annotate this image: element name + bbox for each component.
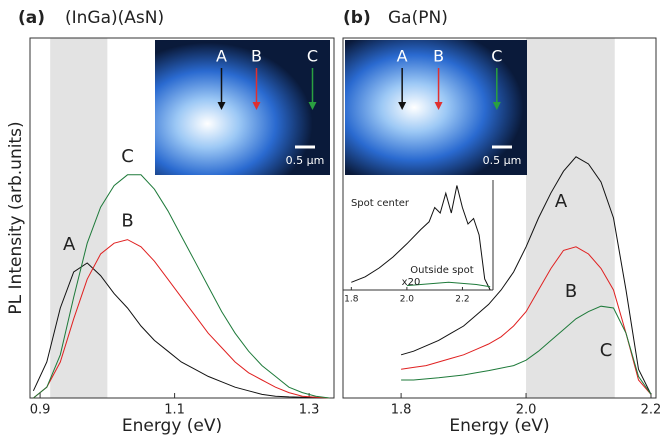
inset-arrowhead	[492, 102, 501, 110]
inset-marker-label: A	[397, 47, 408, 66]
panel-label: (b)	[343, 8, 371, 28]
x-tick-label: 1.1	[164, 403, 185, 418]
series-line	[401, 305, 652, 395]
inset-x-tick-label: 2.0	[400, 295, 415, 305]
inset-marker-label: C	[491, 47, 502, 66]
inset-series-label: Spot center	[351, 198, 410, 209]
plot-frame	[29, 37, 335, 399]
series-label: B	[565, 281, 577, 302]
series-label: A	[63, 234, 76, 255]
series-label: A	[555, 191, 568, 212]
x-axis-label: Energy (eV)	[449, 416, 549, 436]
inset-marker-label: A	[216, 47, 227, 66]
x-axis-label: Energy (eV)	[122, 416, 222, 436]
inset-arrowhead	[252, 102, 261, 110]
highlight-band	[50, 38, 108, 398]
inset-marker-label: B	[433, 47, 444, 66]
plot-frame	[342, 37, 657, 399]
panel-title: Ga(PN)	[388, 8, 448, 28]
series-line	[401, 246, 652, 395]
inset-series-label: Outside spot	[410, 265, 473, 276]
inset-series-line	[351, 185, 491, 291]
inset-note: x20	[402, 277, 421, 288]
inset-series-line	[406, 281, 491, 288]
x-tick-label: 2.0	[516, 403, 537, 418]
highlight-band	[526, 38, 615, 398]
series-label: B	[121, 211, 133, 232]
series-line	[33, 239, 330, 399]
inset-marker-label: B	[251, 47, 262, 66]
inset-arrowhead	[217, 102, 226, 110]
scale-label: 0.5 μm	[483, 154, 522, 167]
panel-title: (InGa)(AsN)	[65, 8, 164, 28]
x-tick-label: 0.9	[30, 403, 51, 418]
inset-arrowhead	[308, 102, 317, 110]
series-label: C	[600, 340, 613, 361]
x-tick-label: 1.3	[299, 403, 320, 418]
inset-image	[155, 40, 330, 175]
series-line	[400, 156, 652, 395]
inset-arrowhead	[434, 102, 443, 110]
x-tick-label: 1.8	[391, 403, 412, 418]
inset-marker-label: C	[307, 47, 318, 66]
y-axis-label: PL Intensity (arb.units)	[6, 121, 26, 314]
x-tick-label: 2.2	[641, 403, 660, 418]
scale-label: 0.5 μm	[286, 154, 325, 167]
panel-label: (a)	[18, 8, 45, 28]
series-line	[32, 262, 330, 399]
inset-x-tick-label: 2.2	[455, 295, 469, 305]
series-label: C	[121, 146, 134, 167]
inset-arrowhead	[398, 102, 407, 110]
series-line	[33, 174, 330, 399]
inset-x-tick-label: 1.8	[344, 295, 359, 305]
